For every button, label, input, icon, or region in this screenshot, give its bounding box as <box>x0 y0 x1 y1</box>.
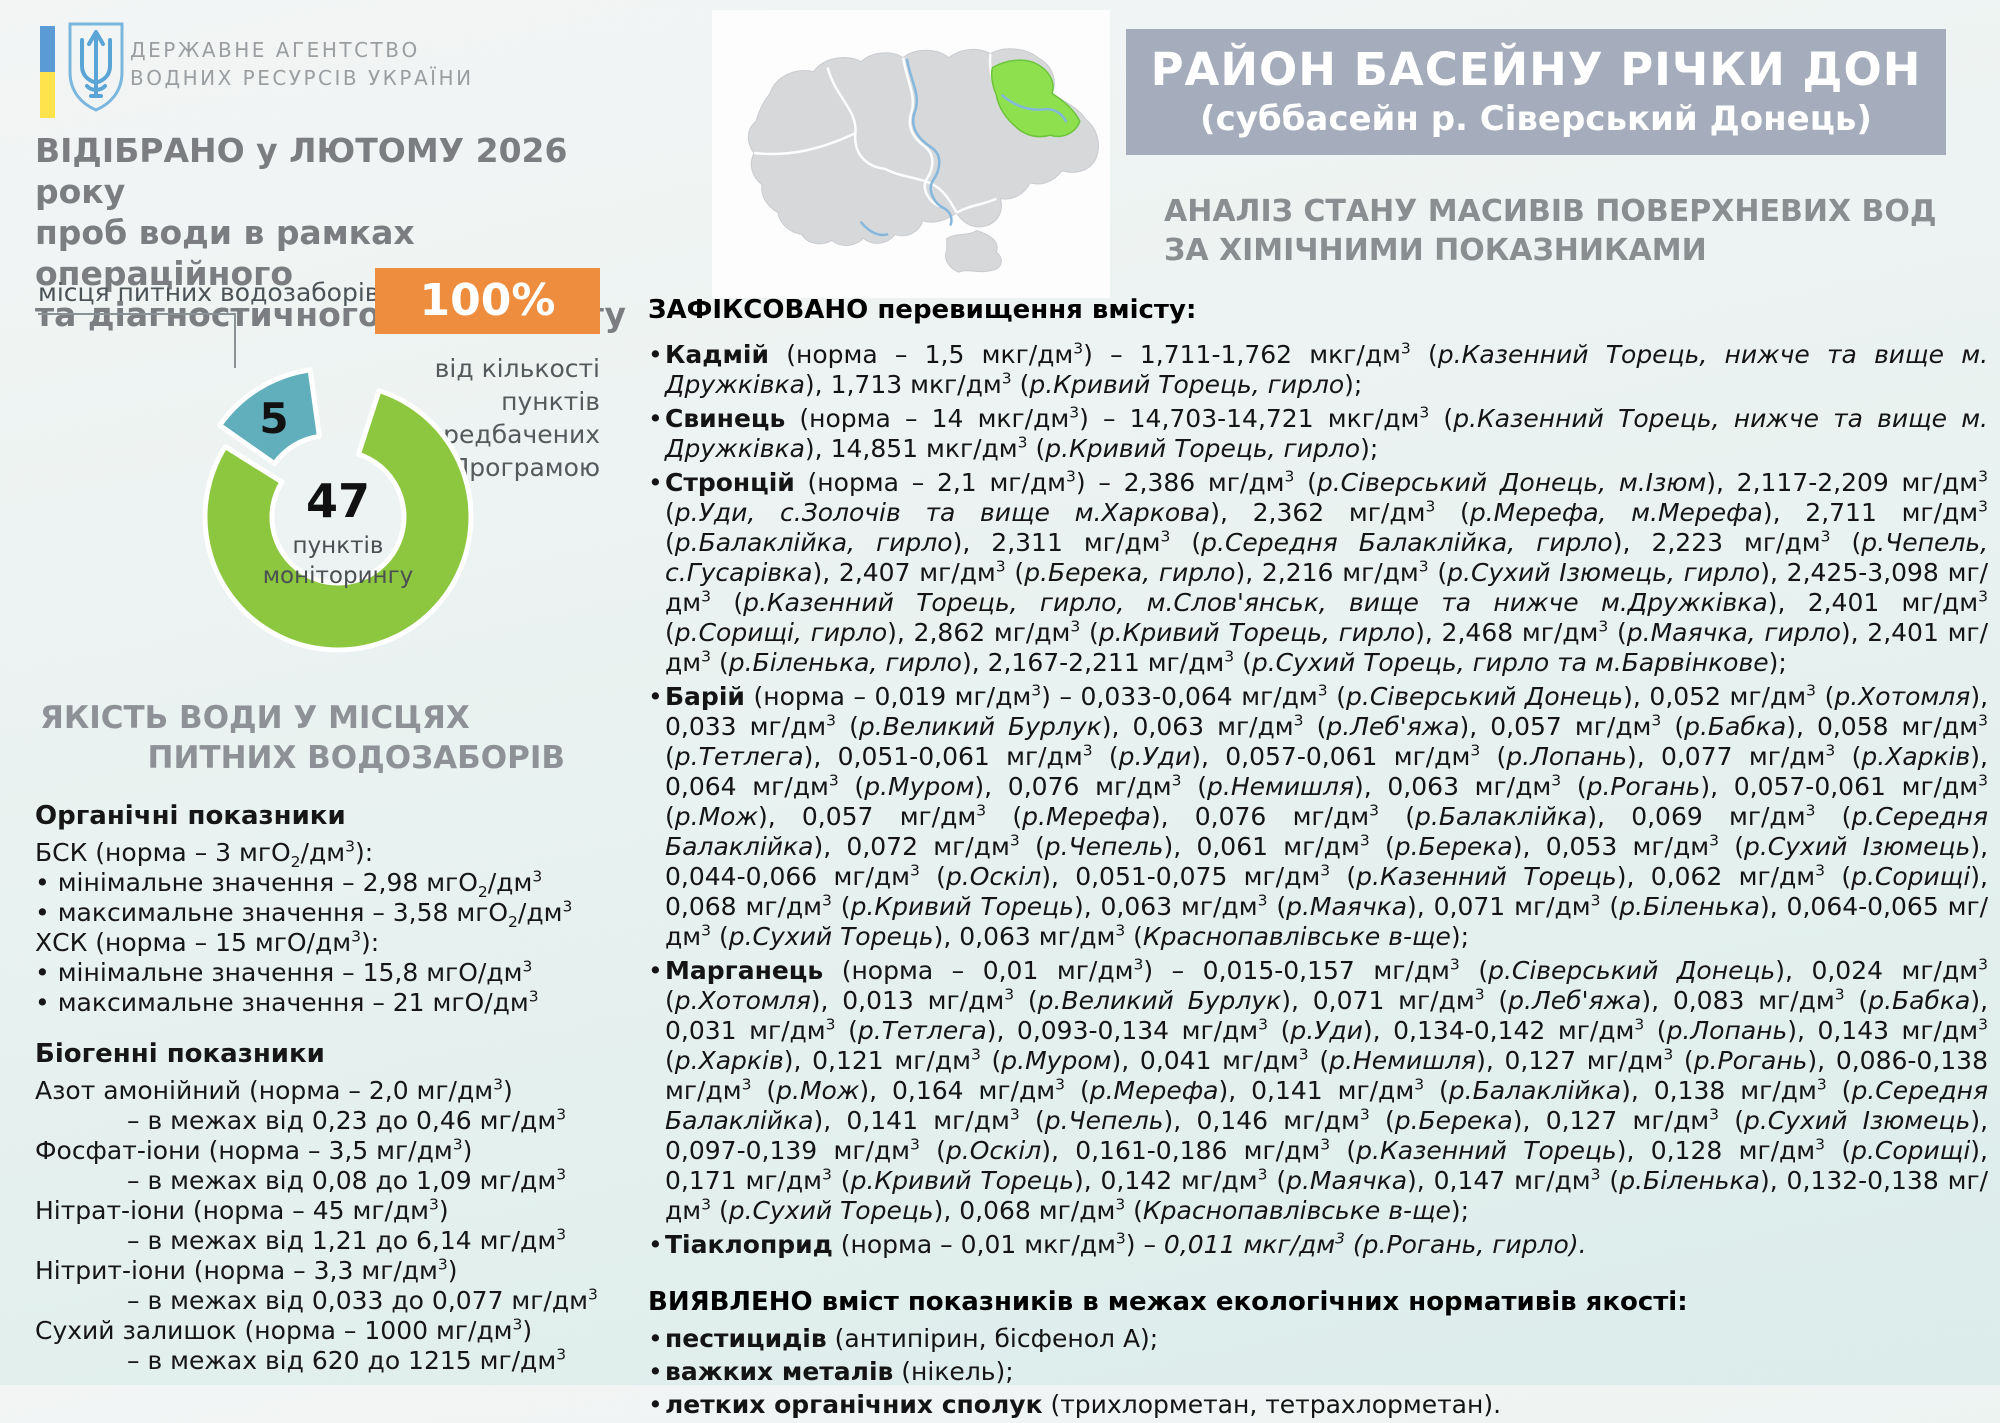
organic-indicators-header: Органічні показники <box>35 801 346 831</box>
analysis-subtitle: АНАЛІЗ СТАНУ МАСИВІВ ПОВЕРХНЕВИХ ВОД ЗА … <box>1164 192 1954 270</box>
bullet-marker: • <box>648 1390 663 1419</box>
donut-center-label-line2: моніторингу <box>263 563 414 589</box>
biogenic-item-name: Нітрат-іони (норма – 45 мг/дм3) <box>35 1195 449 1225</box>
within-norms-heading: ВИЯВЛЕНО вміст показників в межах еколог… <box>648 1287 1688 1317</box>
organic-indicators-block: Органічні показники БСК (норма – 3 мгО2/… <box>35 800 635 1018</box>
headline-line1: ВІДІБРАНО у ЛЮТОМУ 2026 року <box>35 131 568 211</box>
exceeded-item-strontium: • Стронцій (норма – 2,1 мг/дм3) – 2,386 … <box>648 468 1988 678</box>
organic-line: ХСК (норма – 15 мгО/дм3): <box>35 927 380 957</box>
headline-line2: проб води в рамках операційного <box>35 213 415 293</box>
biogenic-item-name: Нітрит-іони (норма – 3,3 мг/дм3) <box>35 1255 458 1285</box>
biogenic-item-name: Сухий залишок (норма – 1000 мг/дм3) <box>35 1315 533 1345</box>
within-norms-block: ВИЯВЛЕНО вміст показників в межах еколог… <box>648 1286 1988 1420</box>
exceeded-item-text: Марганець (норма – 0,01 мг/дм3) – 0,015-… <box>665 955 1989 1225</box>
river-lines <box>860 58 1068 237</box>
basin-title-banner: РАЙОН БАСЕЙНУ РІЧКИ ДОН (суббасейн р. Сі… <box>1126 29 1946 155</box>
basin-boundary-lines <box>753 53 998 214</box>
banner-title-line1: РАЙОН БАСЕЙНУ РІЧКИ ДОН <box>1150 43 1922 96</box>
organic-line: • максимальне значення – 21 мгО/дм3 <box>35 987 539 1017</box>
donut-small-segment-value: 5 <box>259 394 288 443</box>
exceeded-item-manganese: • Марганець (норма – 0,01 мг/дм3) – 0,01… <box>648 956 1988 1226</box>
exceeded-item-text: Барій (норма – 0,019 мг/дм3) – 0,033-0,0… <box>665 681 1989 951</box>
analysis-subtitle-line2: ЗА ХІМІЧНИМИ ПОКАЗНИКАМИ <box>1164 233 1707 268</box>
quality-header-line2: ПИТНИХ ВОДОЗАБОРІВ <box>147 740 565 776</box>
exceeded-item-text: Стронцій (норма – 2,1 мг/дм3) – 2,386 мг… <box>665 467 1989 677</box>
quality-header-line1: ЯКІСТЬ ВОДИ У МІСЦЯХ <box>40 700 470 736</box>
biogenic-item-range: – в межах від 0,23 до 0,46 мг/дм3 <box>127 1105 567 1135</box>
don-basin-highlight-region <box>990 59 1081 138</box>
percent-badge: 100% <box>375 268 600 334</box>
within-norms-item-text: летких органічних сполук (трихлорметан, … <box>665 1390 1502 1419</box>
chemical-analysis-column: ЗАФІКСОВАНО перевищення вмісту: • Кадмій… <box>648 294 1988 1423</box>
ukraine-map-card <box>712 10 1110 298</box>
organic-line: • мінімальне значення – 15,8 мгО/дм3 <box>35 957 533 987</box>
exceeded-item-lead: • Свинець (норма – 14 мкг/дм3) – 14,703-… <box>648 404 1988 464</box>
crimea-peninsula <box>945 229 1002 273</box>
monitoring-points-donut-chart: 5 47 пунктів моніторингу <box>202 367 474 653</box>
biogenic-item-range: – в межах від 0,033 до 0,077 мг/дм3 <box>127 1285 598 1315</box>
banner-title-line2: (суббасейн р. Сіверський Донець) <box>1200 99 1872 139</box>
badge-caption-line3: Програмою <box>450 453 601 482</box>
flag-yellow-half <box>40 72 55 118</box>
donut-callout-label: місця питних водозаборів <box>38 278 380 307</box>
bullet-marker: • <box>648 682 663 711</box>
organic-line: • максимальне значення – 3,58 мгО2/дм3 <box>35 897 573 931</box>
exceeded-item-text: Кадмій (норма – 1,5 мкг/дм3) – 1,711-1,7… <box>665 339 1989 399</box>
donut-segment-drinking-intakes <box>217 367 322 467</box>
biogenic-item-range: – в межах від 1,21 до 6,14 мг/дм3 <box>127 1225 567 1255</box>
callout-line-horizontal <box>38 313 236 315</box>
exceeded-item-barium: • Барій (норма – 0,019 мг/дм3) – 0,033-0… <box>648 682 1988 952</box>
exceeded-item-text: Тіаклоприд (норма – 0,01 мкг/дм3) – 0,01… <box>665 1229 1587 1259</box>
donut-center-value: 47 <box>306 474 370 528</box>
bullet-marker: • <box>648 1230 663 1259</box>
flag-blue-half <box>40 26 55 72</box>
analysis-subtitle-line1: АНАЛІЗ СТАНУ МАСИВІВ ПОВЕРХНЕВИХ ВОД <box>1164 194 1937 229</box>
bullet-marker: • <box>648 1324 663 1353</box>
biogenic-indicators-block: Біогенні показники Азот амонійний (норма… <box>35 1038 635 1376</box>
exceeded-item-cadmium: • Кадмій (норма – 1,5 мкг/дм3) – 1,711-1… <box>648 340 1988 400</box>
bullet-marker: • <box>648 956 663 985</box>
agency-name-line1: ДЕРЖАВНЕ АГЕНТСТВО <box>130 38 420 62</box>
callout-line-vertical <box>234 313 236 368</box>
biogenic-item-range: – в межах від 0,08 до 1,09 мг/дм3 <box>127 1165 567 1195</box>
bullet-marker: • <box>648 404 663 433</box>
donut-center-label-line1: пунктів <box>293 533 384 559</box>
organic-line: • мінімальне значення – 2,98 мгО2/дм3 <box>35 867 543 901</box>
organic-line: БСК (норма – 3 мгО2/дм3): <box>35 837 374 871</box>
bullet-marker: • <box>648 1357 663 1386</box>
bullet-marker: • <box>648 468 663 497</box>
bullet-marker: • <box>648 340 663 369</box>
biogenic-item-name: Фосфат-іони (норма – 3,5 мг/дм3) <box>35 1135 473 1165</box>
badge-caption-line1: від кількості пунктів <box>434 354 600 416</box>
exceeded-item-thiacloprid: • Тіаклоприд (норма – 0,01 мкг/дм3) – 0,… <box>648 1230 1988 1260</box>
agency-name-line2: ВОДНИХ РЕСУРСІВ УКРАЇНИ <box>130 66 474 90</box>
trident-emblem-icon <box>68 22 124 112</box>
ukraine-map <box>747 48 1099 273</box>
quality-section-header: ЯКІСТЬ ВОДИ У МІСЦЯХ ПИТНИХ ВОДОЗАБОРІВ <box>40 698 565 778</box>
exceeded-item-text: Свинець (норма – 14 мкг/дм3) – 14,703-14… <box>665 403 1988 463</box>
within-norms-item-pesticides: • пестицидів (антипірин, бісфенол А); <box>648 1324 1988 1354</box>
exceeded-heading: ЗАФІКСОВАНО перевищення вмісту: <box>648 295 1197 325</box>
biogenic-item-name: Азот амонійний (норма – 2,0 мг/дм3) <box>35 1075 513 1105</box>
agency-name: ДЕРЖАВНЕ АГЕНТСТВО ВОДНИХ РЕСУРСІВ УКРАЇ… <box>130 36 474 92</box>
biogenic-indicators-header: Біогенні показники <box>35 1039 325 1069</box>
ukraine-flag-bar <box>40 26 55 118</box>
within-norms-item-volatile-organics: • летких органічних сполук (трихлорметан… <box>648 1390 1988 1420</box>
biogenic-item-range: – в межах від 620 до 1215 мг/дм3 <box>127 1345 567 1375</box>
within-norms-item-heavy-metals: • важких металів (нікель); <box>648 1357 1988 1387</box>
within-norms-item-text: пестицидів (антипірин, бісфенол А); <box>665 1324 1159 1353</box>
within-norms-item-text: важких металів (нікель); <box>665 1357 1014 1386</box>
donut-segment-monitoring <box>202 388 474 653</box>
